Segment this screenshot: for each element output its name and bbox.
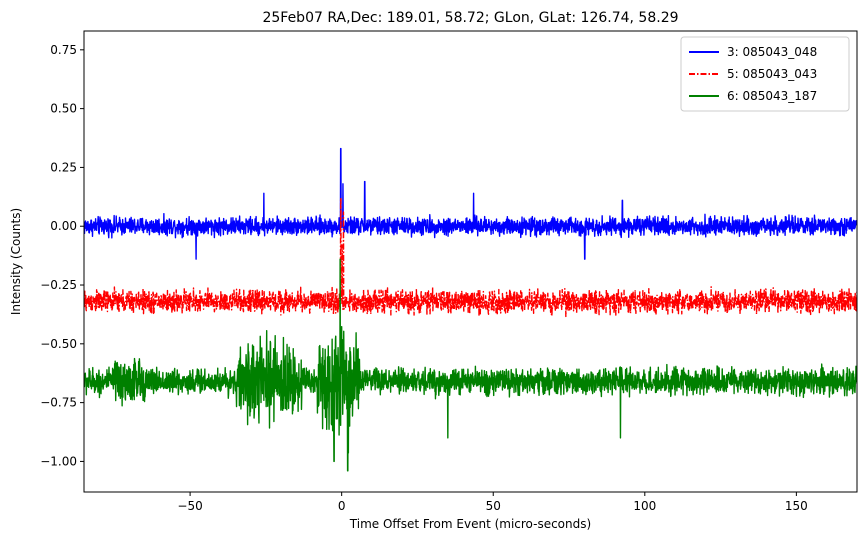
x-tick-label: 100 — [633, 499, 656, 513]
legend-entries: 3: 085043_048 5: 085043_043 6: 085043_187 — [689, 45, 817, 103]
x-tick-label: −50 — [177, 499, 202, 513]
y-tick-label: 0.50 — [50, 102, 77, 116]
legend-label-3: 6: 085043_187 — [727, 89, 817, 103]
series-line-1 — [84, 147, 857, 260]
legend-box — [680, 36, 850, 112]
y-tick-label: −0.75 — [40, 396, 77, 410]
legend-label-2: 5: 085043_043 — [727, 67, 817, 81]
x-tick-label: 0 — [338, 499, 346, 513]
y-tick-label: −0.25 — [40, 278, 77, 292]
legend: 3: 085043_048 5: 085043_043 6: 085043_187 — [680, 36, 850, 112]
ticks-layer: −50 0 50 100 150 −1.00 −0.75 −0.50 −0.25 0.00 0.25… — [40, 43, 808, 513]
y-axis-label: Intensity (Counts) — [9, 208, 23, 315]
legend-label-1: 3: 085043_048 — [727, 45, 817, 59]
series-layer — [84, 147, 857, 472]
series-line-2 — [84, 197, 857, 318]
plot-frame — [83, 30, 858, 493]
y-tick-label: −0.50 — [40, 337, 77, 351]
y-tick-label: 0.00 — [50, 219, 77, 233]
series-line-3 — [84, 258, 857, 472]
y-tick-label: 0.25 — [50, 160, 77, 174]
x-tick-label: 150 — [785, 499, 808, 513]
y-tick-label: −1.00 — [40, 454, 77, 468]
x-tick-label: 50 — [486, 499, 501, 513]
chart-title: 25Feb07 RA,Dec: 189.01, 58.72; GLon, GLa… — [262, 10, 678, 26]
y-tick-label: 0.75 — [50, 43, 77, 57]
x-axis-label: Time Offset From Event (micro-seconds) — [349, 517, 591, 531]
